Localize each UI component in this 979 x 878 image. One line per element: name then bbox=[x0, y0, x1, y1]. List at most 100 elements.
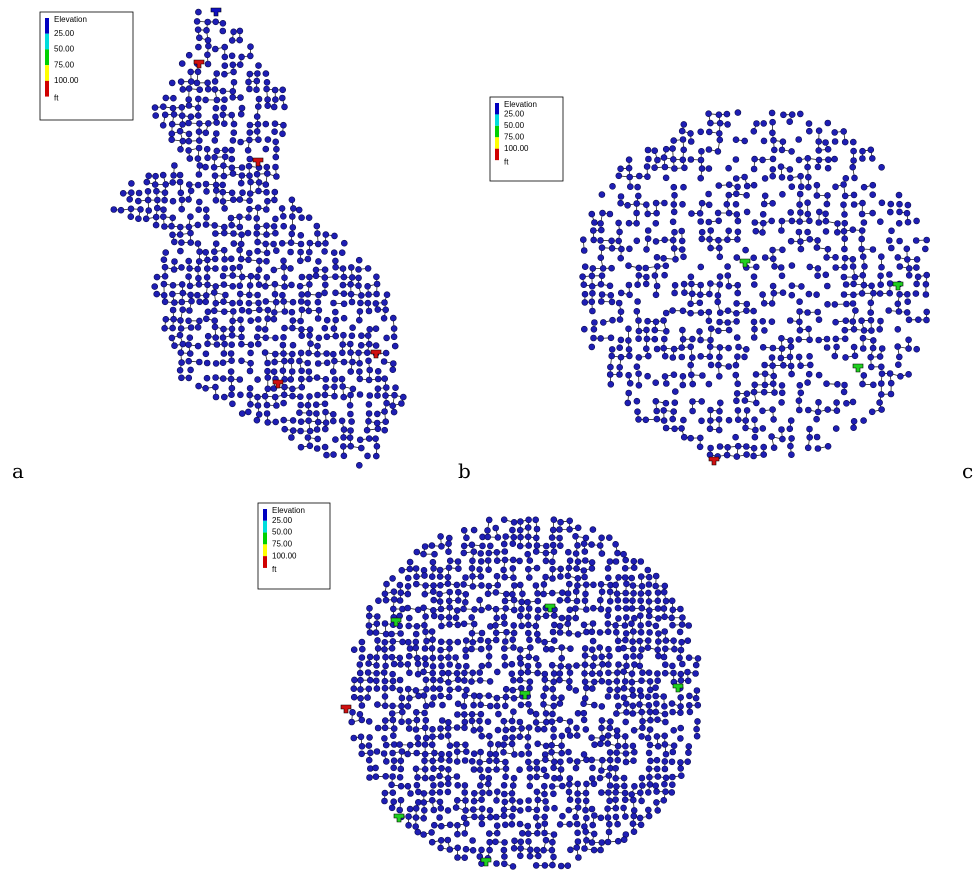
junction bbox=[314, 231, 320, 237]
junction bbox=[366, 401, 372, 407]
junction bbox=[559, 645, 565, 651]
junction bbox=[246, 292, 252, 298]
junction bbox=[413, 581, 419, 587]
junction bbox=[339, 350, 345, 356]
junction bbox=[446, 614, 452, 620]
junction bbox=[859, 318, 865, 324]
junction bbox=[178, 326, 184, 332]
junction bbox=[323, 240, 329, 246]
junction bbox=[485, 781, 491, 787]
junction bbox=[841, 389, 847, 395]
junction bbox=[814, 434, 820, 440]
junction bbox=[323, 384, 329, 390]
junction bbox=[534, 789, 540, 795]
junction bbox=[671, 638, 677, 644]
junction bbox=[169, 121, 175, 127]
junction bbox=[580, 274, 586, 280]
junction bbox=[349, 359, 355, 365]
junction bbox=[351, 677, 357, 683]
junction bbox=[823, 218, 829, 224]
junction bbox=[517, 527, 523, 533]
junction bbox=[463, 846, 469, 852]
junction bbox=[551, 613, 557, 619]
junction bbox=[565, 549, 571, 555]
junction bbox=[469, 711, 475, 717]
junction bbox=[631, 565, 637, 571]
junction bbox=[390, 790, 396, 796]
junction bbox=[438, 734, 444, 740]
junction bbox=[897, 209, 903, 215]
junction bbox=[525, 823, 531, 829]
junction bbox=[789, 218, 795, 224]
junction bbox=[575, 830, 581, 836]
junction bbox=[770, 156, 776, 162]
junction bbox=[340, 342, 346, 348]
junction bbox=[153, 214, 159, 220]
junction bbox=[290, 318, 296, 324]
junction bbox=[662, 373, 668, 379]
junction bbox=[247, 53, 253, 59]
junction bbox=[600, 265, 606, 271]
junction bbox=[239, 274, 245, 280]
junction bbox=[805, 310, 811, 316]
junction bbox=[895, 254, 901, 260]
junction bbox=[135, 216, 141, 222]
junction bbox=[365, 333, 371, 339]
junction bbox=[256, 300, 262, 306]
junction bbox=[671, 166, 677, 172]
junction bbox=[615, 615, 621, 621]
junction bbox=[798, 184, 804, 190]
junction bbox=[645, 318, 651, 324]
legend-label: 100.00 bbox=[54, 76, 79, 85]
tank bbox=[853, 364, 863, 372]
junction bbox=[897, 201, 903, 207]
junction bbox=[305, 360, 311, 366]
junction bbox=[487, 814, 493, 820]
junction bbox=[688, 344, 694, 350]
junction bbox=[222, 154, 228, 160]
junction bbox=[299, 384, 305, 390]
junction bbox=[367, 367, 373, 373]
junction bbox=[589, 757, 595, 763]
junction bbox=[638, 822, 644, 828]
junction bbox=[778, 355, 784, 361]
junction bbox=[324, 351, 330, 357]
tank bbox=[194, 60, 204, 68]
junction bbox=[706, 219, 712, 225]
junction bbox=[851, 344, 857, 350]
junction bbox=[519, 830, 525, 836]
junction bbox=[501, 749, 507, 755]
junction bbox=[663, 751, 669, 757]
junction bbox=[634, 308, 640, 314]
junction bbox=[374, 411, 380, 417]
junction bbox=[230, 273, 236, 279]
junction bbox=[471, 790, 477, 796]
junction bbox=[751, 389, 757, 395]
junction bbox=[708, 337, 714, 343]
junction bbox=[187, 156, 193, 162]
junction bbox=[331, 300, 337, 306]
junction bbox=[306, 418, 312, 424]
junction bbox=[621, 775, 627, 781]
junction bbox=[229, 401, 235, 407]
junction bbox=[390, 367, 396, 373]
legend-label: 25.00 bbox=[272, 516, 293, 525]
junction bbox=[240, 190, 246, 196]
junction bbox=[607, 719, 613, 725]
junction bbox=[255, 121, 261, 127]
junction bbox=[598, 815, 604, 821]
junction bbox=[322, 392, 328, 398]
junction bbox=[160, 172, 166, 178]
junction bbox=[573, 765, 579, 771]
junction bbox=[333, 317, 339, 323]
junction bbox=[662, 237, 668, 243]
junction bbox=[247, 156, 253, 162]
junction bbox=[365, 453, 371, 459]
junction bbox=[204, 146, 210, 152]
junction bbox=[447, 589, 453, 595]
junction bbox=[623, 709, 629, 715]
junction bbox=[591, 679, 597, 685]
junction bbox=[707, 344, 713, 350]
junction bbox=[679, 228, 685, 234]
junction bbox=[461, 527, 467, 533]
